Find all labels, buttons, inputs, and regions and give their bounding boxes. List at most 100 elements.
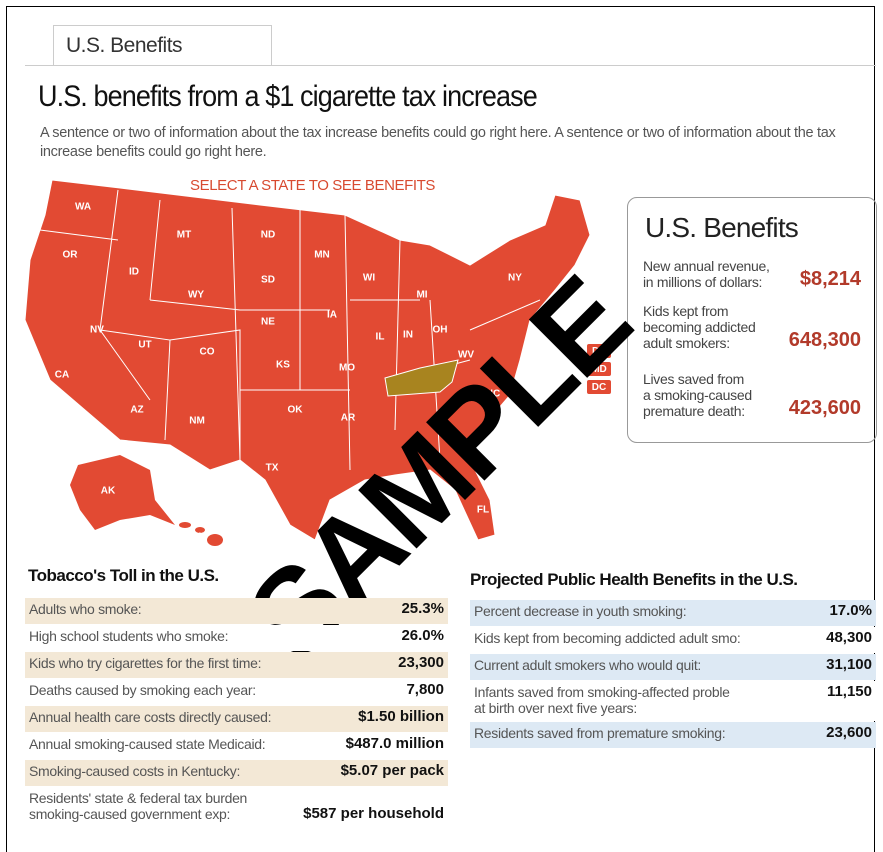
row-value: 31,100 (826, 656, 872, 673)
map: WA OR CA NV ID MT WY UT AZ CO NM ND SD NE KS OK TX MN IA MO… (24, 179, 611, 546)
row-label: Smoking-caused costs in Kentucky: (29, 763, 241, 779)
state-button-label[interactable]: DC (592, 382, 606, 393)
kentucky-highlight[interactable] (384, 359, 459, 397)
row-value: 48,300 (826, 629, 872, 646)
state-label[interactable]: ID (129, 267, 139, 278)
state-label[interactable]: IL (376, 332, 385, 343)
row-label: Adults who smoke: (29, 601, 142, 617)
benefits-box (627, 197, 877, 443)
state-label[interactable]: CA (55, 370, 69, 381)
description: A sentence or two of information about t… (40, 125, 836, 160)
table-row: High school students who smoke: 26.0% (25, 625, 448, 651)
benefit-value: 423,600 (788, 397, 861, 419)
row-value: 25.3% (401, 600, 444, 617)
state-label[interactable]: OR (63, 250, 79, 261)
state-label[interactable]: MO (339, 363, 355, 374)
table-row: Smoking-caused costs in Kentucky: $5.07 p… (25, 760, 448, 786)
row-value: $587 per household (303, 805, 444, 822)
row-label: Residents saved from premature smoking: (474, 725, 726, 741)
table-title: Projected Public Health Benefits in the … (470, 570, 798, 589)
state-label[interactable]: HI (194, 532, 204, 543)
state-label[interactable]: WY (188, 290, 204, 301)
title: U.S. benefits from a $1 cigarette tax in… (38, 80, 538, 113)
row-value: 7,800 (406, 681, 444, 698)
state-label[interactable]: NV (90, 325, 104, 336)
row-label: Residents' state & federal tax burden sm… (29, 790, 248, 822)
state-button[interactable] (587, 380, 611, 394)
state-button[interactable] (587, 344, 611, 358)
table-row: Deaths caused by smoking each year: 7,800 (25, 679, 448, 705)
state-label[interactable]: AR (341, 413, 356, 424)
table-row: Percent decrease in youth smoking: 17.0% (470, 600, 876, 626)
table-title: Tobacco's Toll in the U.S. (28, 566, 219, 585)
benefit-label: Kids kept from becoming addicted adult s… (643, 303, 756, 351)
state-label[interactable]: IN (403, 330, 413, 341)
projected-table: Percent decrease in youth smoking: 17.0% K… (470, 600, 876, 749)
row-label: High school students who smoke: (29, 628, 229, 644)
state-label[interactable]: CO (200, 347, 215, 358)
benefit-value: 648,300 (788, 329, 861, 351)
state-label[interactable]: WV (458, 350, 474, 361)
state-label[interactable]: NY (508, 273, 522, 284)
state-label[interactable]: OH (433, 325, 448, 336)
row-label: Deaths caused by smoking each year: (29, 682, 256, 698)
benefit-label: Lives saved from a smoking-caused premat… (643, 371, 752, 419)
state-label[interactable]: WA (75, 202, 91, 213)
state-label[interactable]: MN (314, 250, 330, 261)
row-label: Kids who try cigarettes for the first ti… (29, 655, 262, 671)
state-label[interactable]: AK (101, 486, 116, 497)
map-prompt: SELECT A STATE TO SEE BENEFITS (190, 177, 436, 194)
benefit-label: New annual revenue, in millions of dolla… (643, 258, 770, 290)
hawaii[interactable] (179, 522, 223, 546)
row-value: 17.0% (829, 602, 872, 619)
state-label[interactable]: NM (189, 416, 205, 427)
state-label[interactable]: MI (416, 290, 427, 301)
row-label: Annual health care costs directly caused… (29, 709, 272, 725)
benefit-value: $8,214 (799, 268, 861, 290)
state-label[interactable]: UT (138, 340, 151, 351)
state-label[interactable]: AZ (130, 405, 143, 416)
table-row: Residents saved from premature smoking: 2… (470, 722, 876, 748)
state-label[interactable]: SD (261, 275, 275, 286)
state-label[interactable]: TX (266, 463, 279, 474)
state-button-label[interactable]: DE (592, 346, 606, 357)
row-value: 26.0% (401, 627, 444, 644)
alaska[interactable] (70, 455, 175, 530)
table-row: Infants saved from smoking-affected prob… (470, 681, 876, 721)
tab[interactable]: U.S. Benefits (53, 25, 272, 65)
state-label[interactable]: WI (363, 273, 375, 284)
table-row: Adults who smoke: 25.3% (25, 598, 448, 624)
state-label[interactable]: ND (261, 230, 275, 241)
state-button-label[interactable]: MD (591, 364, 607, 375)
row-label: Current adult smokers who would quit: (474, 657, 702, 673)
us-mainland[interactable] (24, 179, 591, 541)
table-row: Annual smoking-caused state Medicaid: $48… (25, 733, 448, 759)
state-label[interactable]: IA (327, 310, 337, 321)
table-row: Current adult smokers who would quit: 31,… (470, 654, 876, 680)
table-row: Annual health care costs directly caused… (25, 706, 448, 732)
state-label[interactable]: NC (486, 389, 500, 400)
state-label[interactable]: FL (477, 505, 489, 516)
state-label[interactable]: KS (276, 360, 290, 371)
state-label[interactable]: NE (261, 317, 275, 328)
toll-table: Adults who smoke: 25.3% High school studen… (25, 598, 448, 828)
state-label[interactable]: MT (177, 230, 191, 241)
row-value: 11,150 (826, 683, 872, 700)
state-label[interactable]: OK (288, 405, 304, 416)
table-row: Kids kept from becoming addicted adult s… (470, 627, 876, 653)
row-value: $487.0 million (345, 735, 444, 752)
row-value: 23,600 (826, 724, 872, 741)
rule (25, 65, 876, 66)
benefits-title: U.S. Benefits (645, 212, 799, 243)
row-label: Infants saved from smoking-affected prob… (474, 684, 730, 716)
row-value: 23,300 (398, 654, 444, 671)
state-button[interactable] (587, 362, 611, 376)
row-label: Percent decrease in youth smoking: (474, 603, 687, 619)
table-row: Residents' state & federal tax burden sm… (25, 787, 448, 827)
row-value: $5.07 per pack (340, 762, 444, 779)
row-label: Kids kept from becoming addicted adult s… (474, 630, 741, 646)
frame (6, 6, 875, 852)
row-value: $1.50 billion (358, 708, 444, 725)
row-label: Annual smoking-caused state Medicaid: (29, 736, 266, 752)
